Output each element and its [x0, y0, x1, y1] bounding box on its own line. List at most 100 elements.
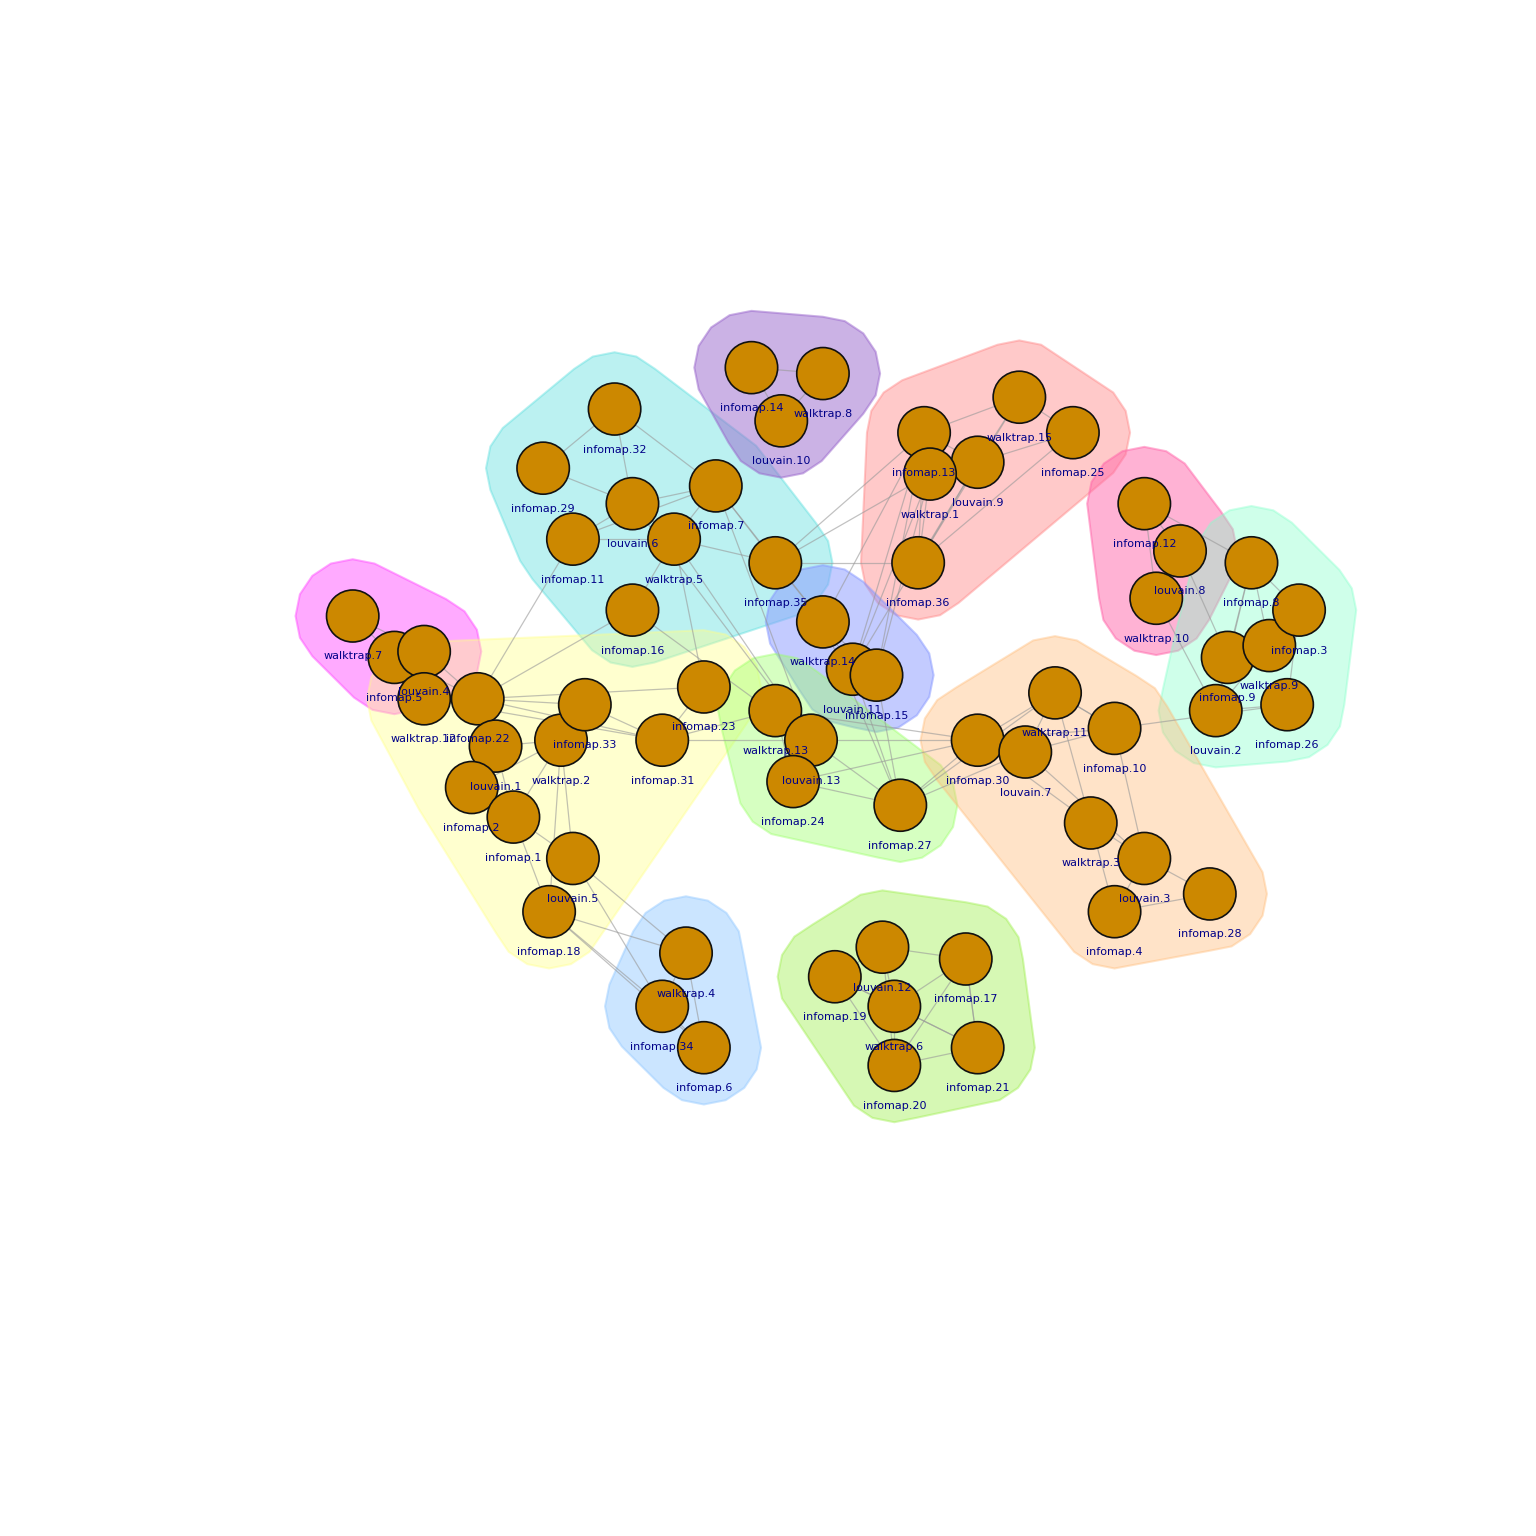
Text: infomap.3: infomap.3: [1270, 645, 1327, 656]
Text: walktrap.3: walktrap.3: [1061, 859, 1120, 868]
Circle shape: [766, 756, 819, 808]
Circle shape: [750, 536, 802, 588]
Text: walktrap.14: walktrap.14: [790, 657, 856, 668]
Text: infomap.22: infomap.22: [445, 734, 510, 745]
Text: louvain.10: louvain.10: [753, 456, 811, 467]
Circle shape: [998, 727, 1052, 779]
Text: infomap.15: infomap.15: [845, 711, 908, 720]
Polygon shape: [777, 891, 1035, 1123]
Text: infomap.13: infomap.13: [892, 468, 955, 478]
Text: walktrap.9: walktrap.9: [1240, 680, 1299, 691]
Text: infomap.29: infomap.29: [511, 504, 574, 513]
Polygon shape: [367, 630, 760, 969]
Circle shape: [677, 1021, 730, 1074]
Circle shape: [994, 372, 1046, 424]
Text: infomap.20: infomap.20: [863, 1101, 926, 1111]
Circle shape: [1243, 619, 1295, 671]
Text: walktrap.12: walktrap.12: [392, 734, 458, 745]
Circle shape: [1130, 573, 1183, 624]
Circle shape: [750, 685, 802, 737]
Text: infomap.12: infomap.12: [1112, 539, 1177, 550]
Text: louvain.11: louvain.11: [823, 705, 882, 714]
Circle shape: [535, 714, 587, 766]
Circle shape: [547, 513, 599, 565]
Polygon shape: [694, 310, 880, 478]
Circle shape: [1064, 797, 1117, 849]
Text: infomap.4: infomap.4: [1086, 948, 1143, 957]
Circle shape: [1201, 631, 1253, 684]
Circle shape: [1089, 702, 1141, 754]
Circle shape: [1154, 525, 1206, 578]
Circle shape: [648, 513, 700, 565]
Circle shape: [951, 714, 1005, 766]
Circle shape: [851, 650, 903, 700]
Text: infomap.2: infomap.2: [444, 823, 501, 833]
Circle shape: [1273, 584, 1326, 636]
Text: louvain.7: louvain.7: [1000, 788, 1051, 797]
Text: infomap.27: infomap.27: [868, 840, 932, 851]
Text: louvain.2: louvain.2: [1190, 746, 1241, 756]
Text: louvain.3: louvain.3: [1118, 894, 1170, 905]
Text: louvain.8: louvain.8: [1154, 587, 1206, 596]
Circle shape: [398, 625, 450, 677]
Circle shape: [369, 631, 421, 684]
Circle shape: [1118, 833, 1170, 885]
Polygon shape: [920, 636, 1267, 969]
Polygon shape: [719, 654, 957, 862]
Text: infomap.11: infomap.11: [541, 574, 605, 585]
Circle shape: [677, 660, 730, 713]
Polygon shape: [766, 565, 934, 733]
Circle shape: [903, 449, 957, 501]
Circle shape: [518, 442, 570, 495]
Text: walktrap.15: walktrap.15: [986, 433, 1052, 442]
Circle shape: [899, 407, 951, 459]
Circle shape: [856, 922, 909, 974]
Text: infomap.36: infomap.36: [886, 598, 949, 608]
Polygon shape: [1158, 505, 1356, 768]
Text: walktrap.11: walktrap.11: [1021, 728, 1087, 739]
Circle shape: [940, 932, 992, 985]
Circle shape: [797, 596, 849, 648]
Circle shape: [607, 584, 659, 636]
Text: infomap.33: infomap.33: [553, 740, 616, 750]
Text: louvain.5: louvain.5: [547, 894, 599, 905]
Text: walktrap.7: walktrap.7: [323, 651, 382, 662]
Circle shape: [607, 478, 659, 530]
Text: walktrap.1: walktrap.1: [900, 510, 960, 519]
Circle shape: [1226, 536, 1278, 588]
Circle shape: [547, 833, 599, 885]
Circle shape: [808, 951, 862, 1003]
Circle shape: [785, 714, 837, 766]
Text: walktrap.13: walktrap.13: [742, 746, 808, 756]
Text: louvain.1: louvain.1: [470, 782, 521, 791]
Circle shape: [559, 679, 611, 731]
Circle shape: [470, 720, 522, 773]
Text: walktrap.2: walktrap.2: [531, 776, 591, 786]
Circle shape: [826, 644, 879, 696]
Circle shape: [636, 714, 688, 766]
Circle shape: [868, 1040, 920, 1092]
Text: walktrap.10: walktrap.10: [1123, 634, 1189, 644]
Text: infomap.19: infomap.19: [803, 1012, 866, 1023]
Text: walktrap.8: walktrap.8: [793, 409, 852, 419]
Circle shape: [797, 347, 849, 399]
Text: infomap.34: infomap.34: [630, 1041, 694, 1052]
Text: infomap.10: infomap.10: [1083, 763, 1146, 774]
Text: walktrap.4: walktrap.4: [656, 989, 716, 998]
Circle shape: [951, 436, 1005, 488]
Circle shape: [445, 762, 498, 814]
Circle shape: [487, 791, 539, 843]
Circle shape: [756, 395, 808, 447]
Text: louvain.6: louvain.6: [607, 539, 657, 550]
Text: louvain.12: louvain.12: [852, 983, 912, 992]
Text: infomap.14: infomap.14: [720, 402, 783, 413]
Circle shape: [398, 673, 450, 725]
Text: infomap.35: infomap.35: [743, 598, 806, 608]
Text: walktrap.5: walktrap.5: [645, 574, 703, 585]
Text: infomap.24: infomap.24: [762, 817, 825, 826]
Polygon shape: [1087, 447, 1236, 654]
Polygon shape: [485, 352, 833, 667]
Text: walktrap.6: walktrap.6: [865, 1041, 923, 1052]
Text: infomap.25: infomap.25: [1041, 468, 1104, 478]
Text: infomap.21: infomap.21: [946, 1083, 1009, 1094]
